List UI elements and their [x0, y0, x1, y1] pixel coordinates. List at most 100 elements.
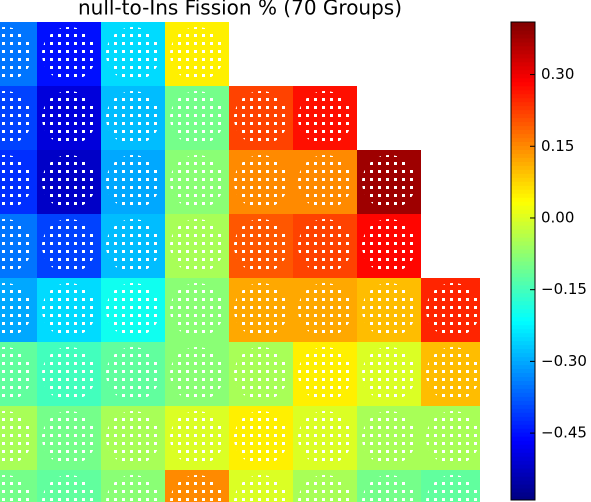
colorbar-step — [511, 348, 535, 354]
colorbar-step — [511, 101, 535, 107]
pin-pattern — [170, 91, 224, 145]
colorbar-step — [511, 364, 535, 370]
colorbar-step — [511, 272, 535, 278]
colorbar-step — [511, 141, 535, 146]
colorbar-step — [511, 464, 535, 469]
pin-pattern — [298, 411, 352, 465]
pin-pattern — [0, 411, 32, 465]
colorbar-step — [511, 121, 535, 127]
colorbar-step — [511, 492, 535, 497]
pin-pattern — [106, 347, 160, 401]
colorbar-step — [511, 65, 535, 71]
colorbar-step — [511, 436, 535, 441]
colorbar-step — [511, 296, 535, 302]
pin-pattern — [362, 155, 416, 209]
pin-pattern — [42, 411, 96, 465]
colorbar-step — [511, 25, 535, 31]
colorbar-step — [511, 424, 535, 429]
colorbar-step — [511, 400, 535, 405]
pin-pattern — [42, 219, 96, 273]
pin-pattern — [426, 475, 480, 502]
pin-pattern — [426, 347, 480, 401]
colorbar-step — [511, 209, 535, 214]
pin-pattern — [362, 219, 416, 273]
colorbar-step — [511, 245, 535, 250]
colorbar-step — [511, 117, 535, 123]
colorbar-step — [511, 57, 535, 63]
colorbar-step — [511, 312, 535, 318]
colorbar-step — [511, 456, 535, 461]
colorbar-step — [511, 396, 535, 401]
colorbar-step — [511, 440, 535, 445]
colorbar-step — [511, 81, 535, 87]
colorbar-step — [511, 452, 535, 457]
colorbar-step — [511, 472, 535, 477]
colorbar-step — [511, 340, 535, 346]
colorbar-step — [511, 412, 535, 417]
colorbar-step — [511, 276, 535, 282]
pin-pattern — [170, 475, 224, 502]
pin-pattern — [0, 27, 32, 81]
colorbar-step — [511, 360, 535, 366]
pin-pattern — [234, 347, 288, 401]
colorbar-step — [511, 253, 535, 258]
colorbar-step — [511, 165, 535, 170]
pin-pattern — [42, 27, 96, 81]
colorbar-step — [511, 304, 535, 310]
colorbar-tick-label: −0.45 — [541, 424, 587, 442]
colorbar-tick-label: −0.30 — [541, 352, 587, 370]
pin-pattern — [0, 91, 32, 145]
colorbar-frame — [510, 21, 536, 501]
colorbar-step — [511, 53, 535, 59]
pin-pattern — [106, 27, 160, 81]
pin-pattern — [0, 475, 32, 502]
colorbar-step — [511, 201, 535, 206]
pin-pattern — [0, 347, 32, 401]
colorbar-step — [511, 292, 535, 298]
colorbar-step — [511, 428, 535, 433]
colorbar-step — [511, 225, 535, 230]
pin-pattern — [0, 219, 32, 273]
colorbar-step — [511, 237, 535, 242]
pin-pattern — [106, 219, 160, 273]
colorbar-step — [511, 129, 535, 135]
pin-pattern — [106, 411, 160, 465]
pin-pattern — [170, 411, 224, 465]
colorbar-step — [511, 432, 535, 437]
pin-pattern — [106, 155, 160, 209]
pin-pattern — [106, 283, 160, 337]
colorbar-step — [511, 308, 535, 314]
colorbar-step — [511, 336, 535, 342]
colorbar-step — [511, 89, 535, 95]
pin-pattern — [234, 91, 288, 145]
colorbar-step — [511, 93, 535, 99]
colorbar-step — [511, 392, 535, 397]
colorbar-step — [511, 97, 535, 103]
colorbar-step — [511, 376, 535, 381]
colorbar-step — [511, 241, 535, 246]
colorbar-step — [511, 332, 535, 338]
colorbar-step — [511, 384, 535, 389]
colorbar-step — [511, 189, 535, 194]
pin-pattern — [106, 91, 160, 145]
pin-pattern — [234, 219, 288, 273]
colorbar-step — [511, 137, 535, 142]
pin-pattern — [298, 91, 352, 145]
colorbar-step — [511, 85, 535, 91]
pin-pattern — [170, 155, 224, 209]
pin-pattern — [42, 155, 96, 209]
colorbar-step — [511, 316, 535, 322]
pin-pattern — [298, 475, 352, 502]
colorbar-step — [511, 496, 535, 501]
colorbar-step — [511, 185, 535, 190]
colorbar-step — [511, 476, 535, 481]
colorbar-tick-label: −0.15 — [541, 280, 587, 298]
colorbar-step — [511, 300, 535, 306]
pin-pattern — [234, 411, 288, 465]
colorbar-step — [511, 105, 535, 111]
colorbar-step — [511, 109, 535, 115]
colorbar-step — [511, 33, 535, 39]
colorbar-step — [511, 288, 535, 294]
colorbar-step — [511, 257, 535, 262]
